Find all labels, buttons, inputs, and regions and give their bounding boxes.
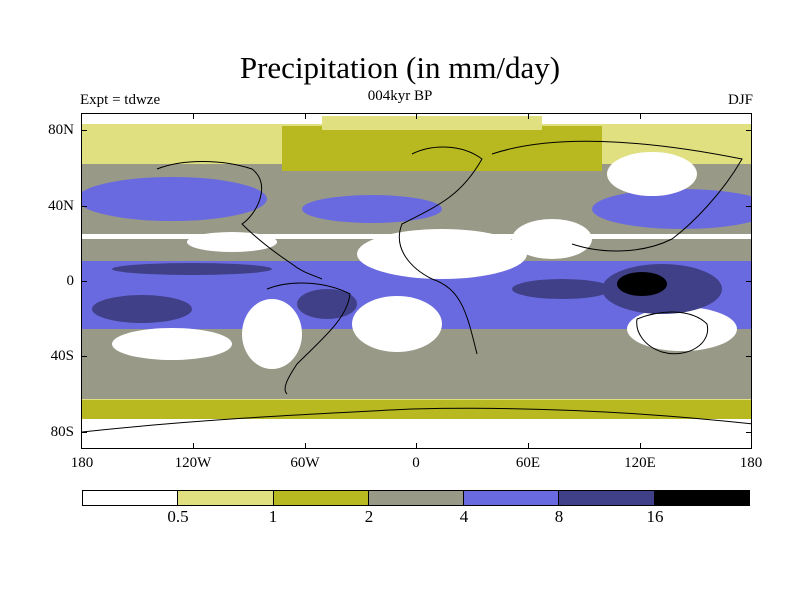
convection-amazon (297, 289, 357, 319)
y-tick (81, 281, 87, 282)
precip-north-pacific-east (592, 189, 751, 229)
coast-asia (491, 140, 743, 252)
colorbar-bin (654, 491, 749, 505)
x-tick-top (416, 113, 417, 119)
colorbar-bin (178, 491, 274, 505)
y-tick-right (746, 206, 752, 207)
x-label-0: 0 (412, 455, 420, 471)
y-label-80s: 80S (50, 424, 74, 440)
y-tick-right (746, 130, 752, 131)
colorbar-label: 0.5 (167, 507, 189, 526)
colorbar (82, 490, 750, 506)
x-label-60e: 60E (515, 455, 541, 471)
x-label-120w: 120W (174, 455, 212, 471)
map-subtitle: 004kyr BP (367, 88, 433, 104)
y-tick (81, 206, 87, 207)
x-tick (193, 443, 194, 449)
x-tick (528, 443, 529, 449)
y-tick-right (746, 281, 752, 282)
colorbar-label: 4 (459, 507, 469, 526)
convection-south-pacific (92, 295, 192, 323)
y-tick (81, 130, 87, 131)
coast-south-america (266, 282, 351, 395)
x-tick-top (305, 113, 306, 119)
x-tick-top (640, 113, 641, 119)
coast-europe-africa (398, 146, 483, 355)
x-tick (640, 443, 641, 449)
y-label-0: 0 (66, 273, 75, 289)
precip-north-atlantic (302, 195, 442, 223)
coast-antarctica (82, 407, 751, 433)
coast-north-america (156, 161, 323, 280)
x-label-180e: 180 (739, 455, 763, 471)
colorbar-bin (83, 491, 179, 505)
y-tick-right (746, 432, 752, 433)
colorbar-bin (368, 491, 465, 505)
precip-band-arctic-mid (282, 126, 602, 171)
colorbar-label: 8 (554, 507, 564, 526)
dry-north-pacific (187, 232, 277, 252)
y-tick (81, 432, 87, 433)
precip-band-arctic-top (322, 116, 542, 130)
x-tick-top (193, 113, 194, 119)
convection-itcz-pacific (112, 263, 272, 275)
colorbar-label: 1 (268, 507, 278, 526)
y-label-80n: 80N (48, 122, 74, 138)
x-label-180w: 180 (70, 455, 94, 471)
precip-band-south-mid (82, 400, 751, 422)
season-label: DJF (727, 92, 753, 108)
y-label-40s: 40S (50, 348, 74, 364)
map-title: Precipitation (in mm/day) (239, 50, 561, 85)
colorbar-label: 2 (364, 507, 374, 526)
dry-south-pacific (112, 328, 232, 360)
y-tick-right (746, 356, 752, 357)
x-label-60w: 60W (290, 455, 320, 471)
coast-australia (636, 311, 709, 355)
convection-indian-ocean (512, 279, 612, 299)
dry-siberia (607, 152, 697, 196)
dry-antarctica (82, 419, 751, 448)
precip-north-pacific (82, 177, 267, 221)
experiment-label: Expt = tdwze (80, 92, 161, 108)
colorbar-bin (273, 491, 369, 505)
y-label-40n: 40N (48, 198, 74, 214)
x-tick (416, 443, 417, 449)
colorbar-bin (559, 491, 655, 505)
x-tick-top (528, 113, 529, 119)
colorbar-label: 16 (646, 507, 664, 526)
precipitation-map (81, 113, 752, 449)
dry-australia (627, 307, 737, 351)
dry-arabia (512, 219, 592, 259)
dry-south-atlantic (352, 296, 442, 352)
convection-maritime-core (617, 272, 667, 296)
dry-south-america (242, 299, 302, 369)
dry-sahara (357, 229, 527, 279)
colorbar-bin (464, 491, 560, 505)
y-tick (81, 356, 87, 357)
coastlines (82, 140, 751, 433)
x-tick (305, 443, 306, 449)
x-label-120e: 120E (624, 455, 656, 471)
